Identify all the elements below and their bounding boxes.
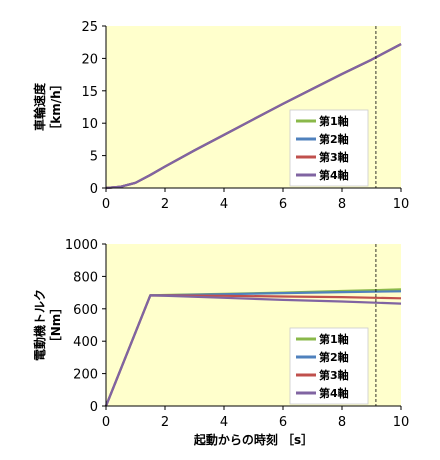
x-tick-label: 4	[220, 415, 228, 430]
x-tick-label: 0	[102, 197, 110, 212]
chart-2: 0 2 4 6 8 10 0 200 400 600 800 1000 電動機トルク ［Nm］ 起動からの時…	[32, 238, 409, 447]
y-axis-unit: ［km/h］	[48, 78, 63, 135]
y-tick-label: 20	[81, 52, 98, 67]
legend-label: 第3軸	[319, 150, 349, 164]
legend-label: 第3軸	[319, 368, 349, 382]
series-line-4	[104, 294, 402, 407]
x-tick-label: 0	[102, 415, 110, 430]
legend-box	[289, 109, 369, 187]
legend-label: 第4軸	[319, 168, 349, 182]
legend-label: 第1軸	[319, 332, 349, 346]
x-tick-label: 8	[338, 197, 346, 212]
y-tick-label: 400	[73, 335, 98, 350]
y-tick-label: 800	[73, 270, 98, 285]
x-tick-label: 10	[393, 415, 410, 430]
legend-label: 第1軸	[319, 114, 349, 128]
legend-label: 第4軸	[319, 386, 349, 400]
x-tick-label: 2	[161, 415, 169, 430]
y-tick-label: 0	[90, 182, 98, 197]
y-axis-unit: ［Nm］	[48, 302, 63, 349]
x-tick-label: 10	[393, 197, 410, 212]
y-tick-label: 600	[73, 303, 98, 318]
legend-label: 第2軸	[319, 132, 349, 146]
series-line-4	[105, 43, 402, 190]
y-axis-title: 車輪速度	[32, 82, 47, 131]
legend-label: 第2軸	[319, 350, 349, 364]
y-tick-label: 200	[73, 368, 98, 383]
legend-box	[289, 327, 369, 405]
x-tick-label: 8	[338, 415, 346, 430]
y-tick-label: 0	[90, 400, 98, 415]
y-tick-label: 1000	[65, 238, 98, 253]
y-tick-label: 15	[81, 85, 98, 100]
y-tick-label: 10	[81, 117, 98, 132]
x-tick-label: 6	[279, 197, 287, 212]
x-axis-title: 起動からの時刻 ［s］	[193, 432, 313, 447]
x-tick-label: 2	[161, 197, 169, 212]
y-tick-label: 5	[90, 150, 98, 165]
y-tick-label: 25	[81, 20, 98, 35]
x-tick-label: 6	[279, 415, 287, 430]
y-axis-title: 電動機トルク	[32, 289, 47, 361]
x-tick-label: 4	[220, 197, 228, 212]
